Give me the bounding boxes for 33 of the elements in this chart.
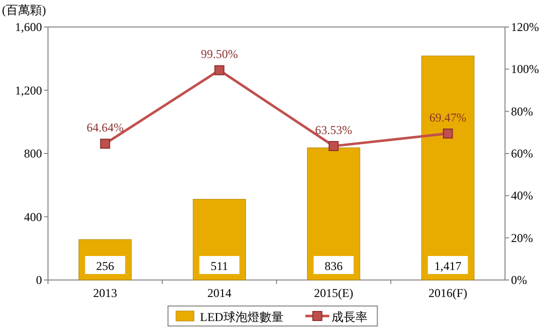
x-tick-label: 2016(F) — [428, 286, 468, 300]
data-label: 99.50% — [200, 47, 238, 62]
y-tick-label: 1,600 — [15, 20, 42, 34]
data-label: 63.53% — [315, 123, 352, 138]
y2-tick-label: 40% — [511, 188, 533, 203]
y-tick-label: 400 — [24, 210, 42, 224]
legend-label: LED球泡燈數量 — [200, 310, 284, 324]
x-tick-label: 2013 — [93, 286, 118, 300]
x-tick-label: 2015(E) — [314, 286, 354, 300]
y2-tick-label: 60% — [511, 146, 533, 160]
y-axis-title: (百萬顆) — [2, 3, 46, 17]
point — [442, 128, 453, 139]
bar — [307, 148, 360, 280]
data-label: 69.47% — [429, 110, 466, 125]
y2-tick-label: 20% — [511, 230, 533, 245]
bar — [421, 56, 474, 280]
point — [100, 138, 110, 149]
data-label: 836 — [324, 259, 343, 273]
y-tick-label: 800 — [24, 146, 42, 160]
point — [214, 65, 224, 76]
data-label: 256 — [96, 259, 114, 273]
y2-tick-label: 0% — [511, 273, 527, 287]
y2-tick-label: 100% — [511, 62, 539, 76]
legend-label: 成長率 — [331, 310, 368, 324]
y-tick-label: 1,200 — [15, 83, 42, 98]
data-label: 64.64% — [86, 120, 124, 135]
data-label: 511 — [210, 259, 228, 273]
data-label: 1,417 — [434, 259, 462, 273]
point — [328, 141, 339, 152]
y2-tick-label: 120% — [511, 20, 539, 34]
y-tick-label: 0 — [36, 273, 42, 287]
y2-tick-label: 80% — [511, 104, 533, 118]
x-tick-label: 2014 — [207, 286, 232, 300]
